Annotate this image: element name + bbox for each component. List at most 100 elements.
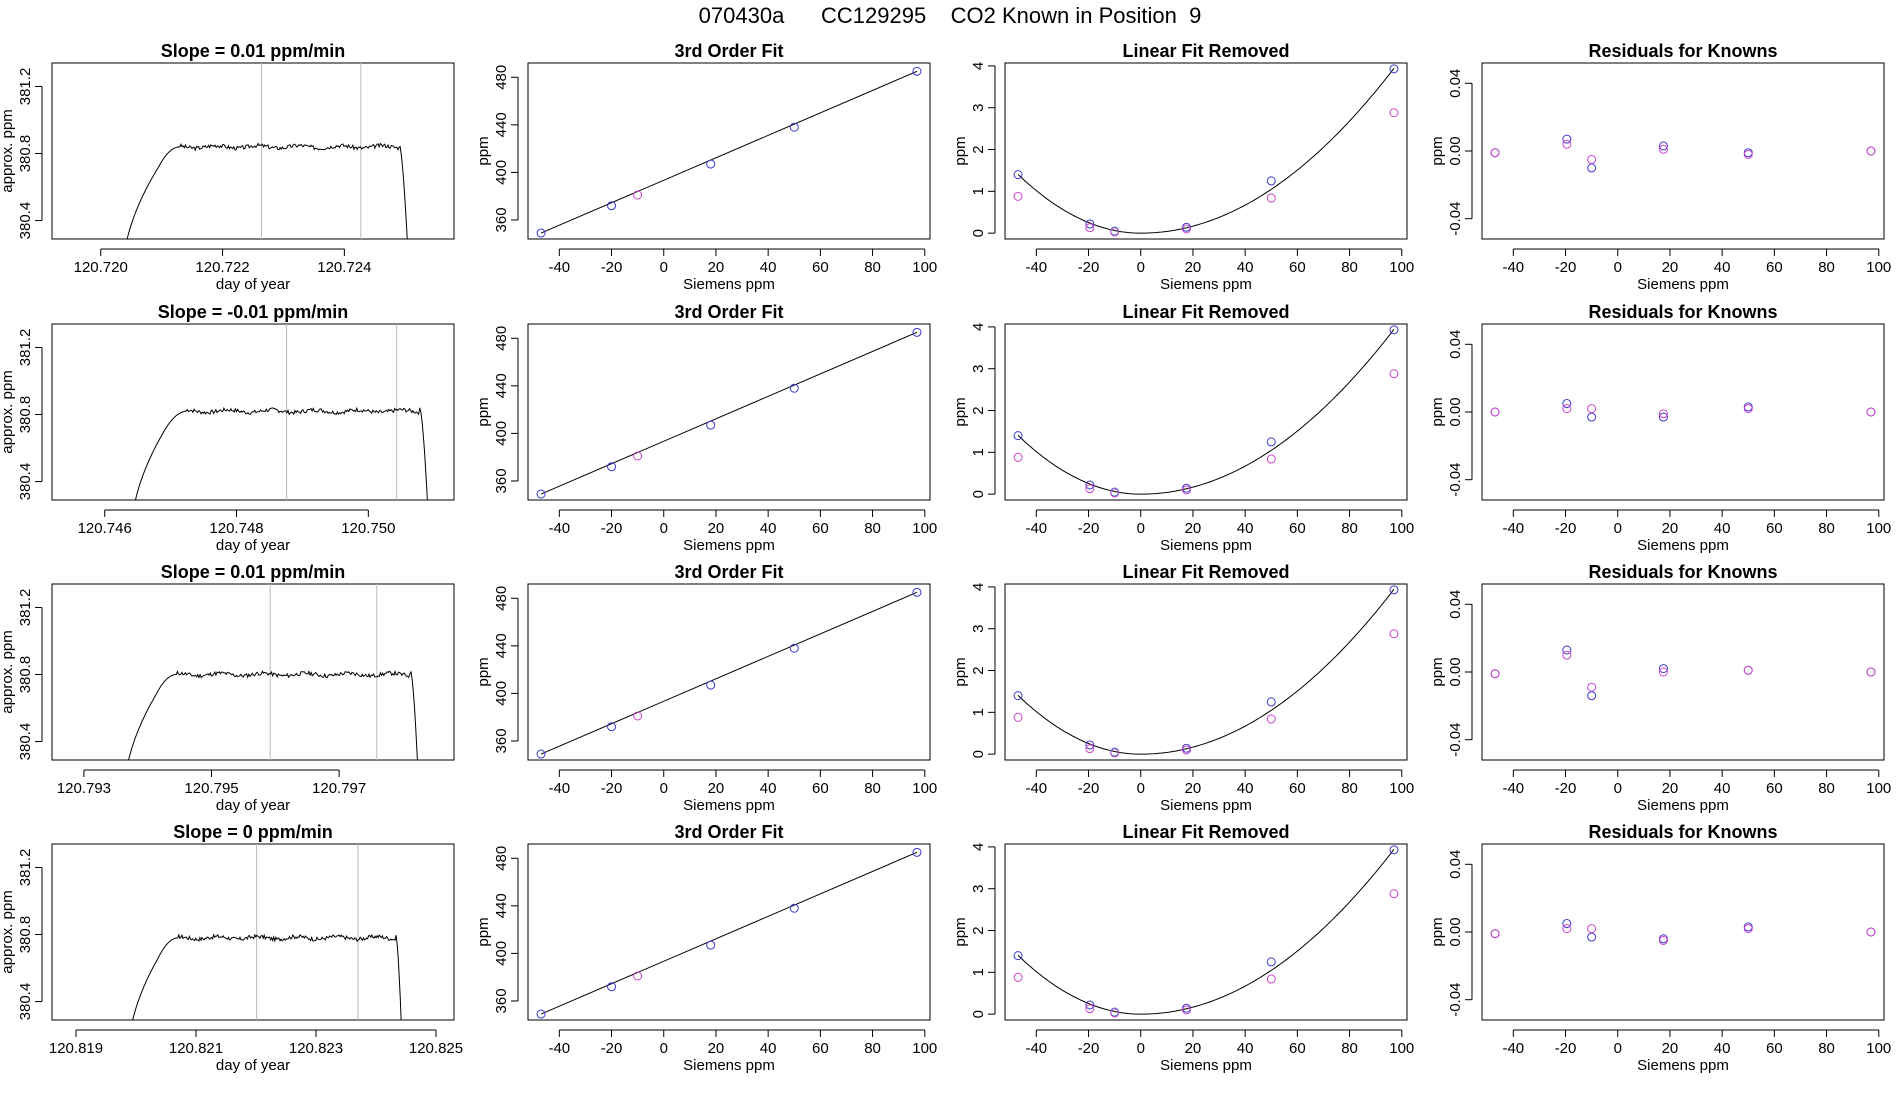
x-tick-label: 80 [1341, 1040, 1358, 1057]
x-tick-label: 60 [812, 259, 829, 276]
plot-area [540, 851, 918, 1015]
x-axis-label: Siemens ppm [1637, 1057, 1729, 1074]
data-point-raw [1562, 924, 1572, 934]
y-tick-label: 380.4 [17, 983, 34, 1021]
x-tick-label: -40 [548, 780, 570, 797]
panel-title: Residuals for Knowns [1588, 302, 1777, 322]
x-tick-label: -20 [601, 520, 623, 537]
x-tick-label: 20 [1185, 259, 1202, 276]
y-tick-label: 0 [970, 1010, 987, 1018]
panel-row2-fit: 3rd Order Fit -40 -20 0 20 40 60 80 100 Siemens p… [475, 302, 937, 554]
data-point-raw [1389, 629, 1399, 639]
y-axis-label: ppm [1429, 917, 1446, 946]
concentration-trace [132, 933, 402, 1020]
y-tick-label: 440 [493, 893, 510, 918]
data-point-raw [1013, 452, 1023, 462]
plot-area [1017, 328, 1395, 495]
y-tick-label: 4 [970, 843, 987, 851]
panel-row2-trace: Slope = -0.01 ppm/min 120.746 120.748 120.7… [0, 302, 455, 554]
data-point-fit [1013, 431, 1023, 441]
x-tick-label: 100 [1866, 1040, 1891, 1057]
y-axis-label: ppm [1429, 657, 1446, 686]
y-tick-label: 0 [970, 750, 987, 758]
data-point-raw [1085, 744, 1095, 754]
data-point-fit [789, 122, 799, 132]
plot-area [134, 324, 428, 500]
x-tick-label: -40 [1025, 520, 1047, 537]
data-point-fit [789, 383, 799, 393]
plot-area [1017, 848, 1395, 1015]
data-point-fit [1013, 691, 1023, 701]
x-tick-label: 60 [812, 780, 829, 797]
fit-line [540, 851, 918, 1015]
x-tick-label: 120.823 [289, 1040, 343, 1057]
fit-line [540, 70, 918, 234]
x-axis-label: Siemens ppm [683, 1057, 775, 1074]
data-point-raw [1743, 404, 1753, 414]
y-tick-label: 380.4 [17, 202, 34, 240]
y-tick-label: 440 [493, 112, 510, 137]
x-tick-label: 100 [1389, 520, 1414, 537]
x-tick-label: 40 [1237, 1040, 1254, 1057]
data-point-raw [1490, 407, 1500, 417]
y-tick-label: 1 [970, 187, 987, 195]
x-tick-label: 40 [1714, 1040, 1731, 1057]
data-point-fit [1085, 480, 1095, 490]
panel-row1-trace: Slope = 0.01 ppm/min 120.720 120.722 120.72… [0, 41, 455, 293]
x-tick-label: -20 [1555, 520, 1577, 537]
y-tick-label: -0.04 [1447, 202, 1464, 236]
data-point-raw [1085, 1004, 1095, 1014]
panel-title: Residuals for Knowns [1588, 41, 1777, 61]
x-tick-label: -20 [601, 780, 623, 797]
plot-frame [1004, 583, 1408, 761]
x-tick-label: 60 [1289, 780, 1306, 797]
panel-row1-fit: 3rd Order Fit -40 -20 0 20 40 60 80 100 Siemens p… [475, 41, 937, 293]
panel-title: Slope = 0.01 ppm/min [161, 562, 346, 582]
data-point-fit [912, 587, 922, 597]
y-tick-label: 0.00 [1447, 397, 1464, 426]
data-point-raw [1587, 404, 1597, 414]
x-tick-label: 60 [812, 520, 829, 537]
y-axis-label: ppm [1429, 136, 1446, 165]
x-tick-label: -40 [1025, 780, 1047, 797]
x-axis-label: Siemens ppm [683, 276, 775, 293]
plot-frame [527, 323, 931, 501]
y-axis-label: ppm [952, 136, 969, 165]
data-point-raw [1266, 714, 1276, 724]
x-tick-label: 20 [1662, 259, 1679, 276]
y-tick-label: 360 [493, 728, 510, 753]
y-tick-label: 0.00 [1447, 657, 1464, 686]
x-tick-label: -20 [601, 259, 623, 276]
data-point-fit [607, 201, 617, 211]
x-tick-label: 80 [864, 1040, 881, 1057]
data-point-raw [1743, 924, 1753, 934]
panel-title: 3rd Order Fit [674, 41, 783, 61]
x-tick-label: -40 [1502, 520, 1524, 537]
data-point-fit [1389, 585, 1399, 595]
data-point-raw [1181, 485, 1191, 495]
x-tick-label: 0 [1137, 780, 1145, 797]
x-tick-label: 20 [708, 520, 725, 537]
y-tick-label: 480 [493, 586, 510, 611]
plot-area [1017, 67, 1395, 234]
x-tick-label: 20 [1185, 780, 1202, 797]
y-axis-label: approx. ppm [0, 370, 16, 453]
x-axis-label: day of year [216, 1057, 290, 1074]
panel-row4-resid: Residuals for Knowns -40 -20 0 20 40 60 80 100 Si… [1429, 822, 1891, 1074]
x-tick-label: 120.825 [409, 1040, 463, 1057]
x-tick-label: 80 [1341, 780, 1358, 797]
data-point-raw [1013, 191, 1023, 201]
plot-area [132, 844, 402, 1020]
x-axis-label: Siemens ppm [1160, 1057, 1252, 1074]
x-tick-label: -40 [1502, 1040, 1524, 1057]
x-tick-label: 0 [1137, 520, 1145, 537]
data-point-fit [1389, 845, 1399, 855]
data-point-raw [1587, 154, 1597, 164]
y-tick-label: 440 [493, 633, 510, 658]
data-point-raw [1866, 667, 1876, 677]
x-tick-label: 120.819 [49, 1040, 103, 1057]
x-tick-label: 120.748 [209, 520, 263, 537]
y-axis-label: ppm [475, 917, 492, 946]
y-tick-label: 480 [493, 846, 510, 871]
x-tick-label: 40 [1237, 259, 1254, 276]
